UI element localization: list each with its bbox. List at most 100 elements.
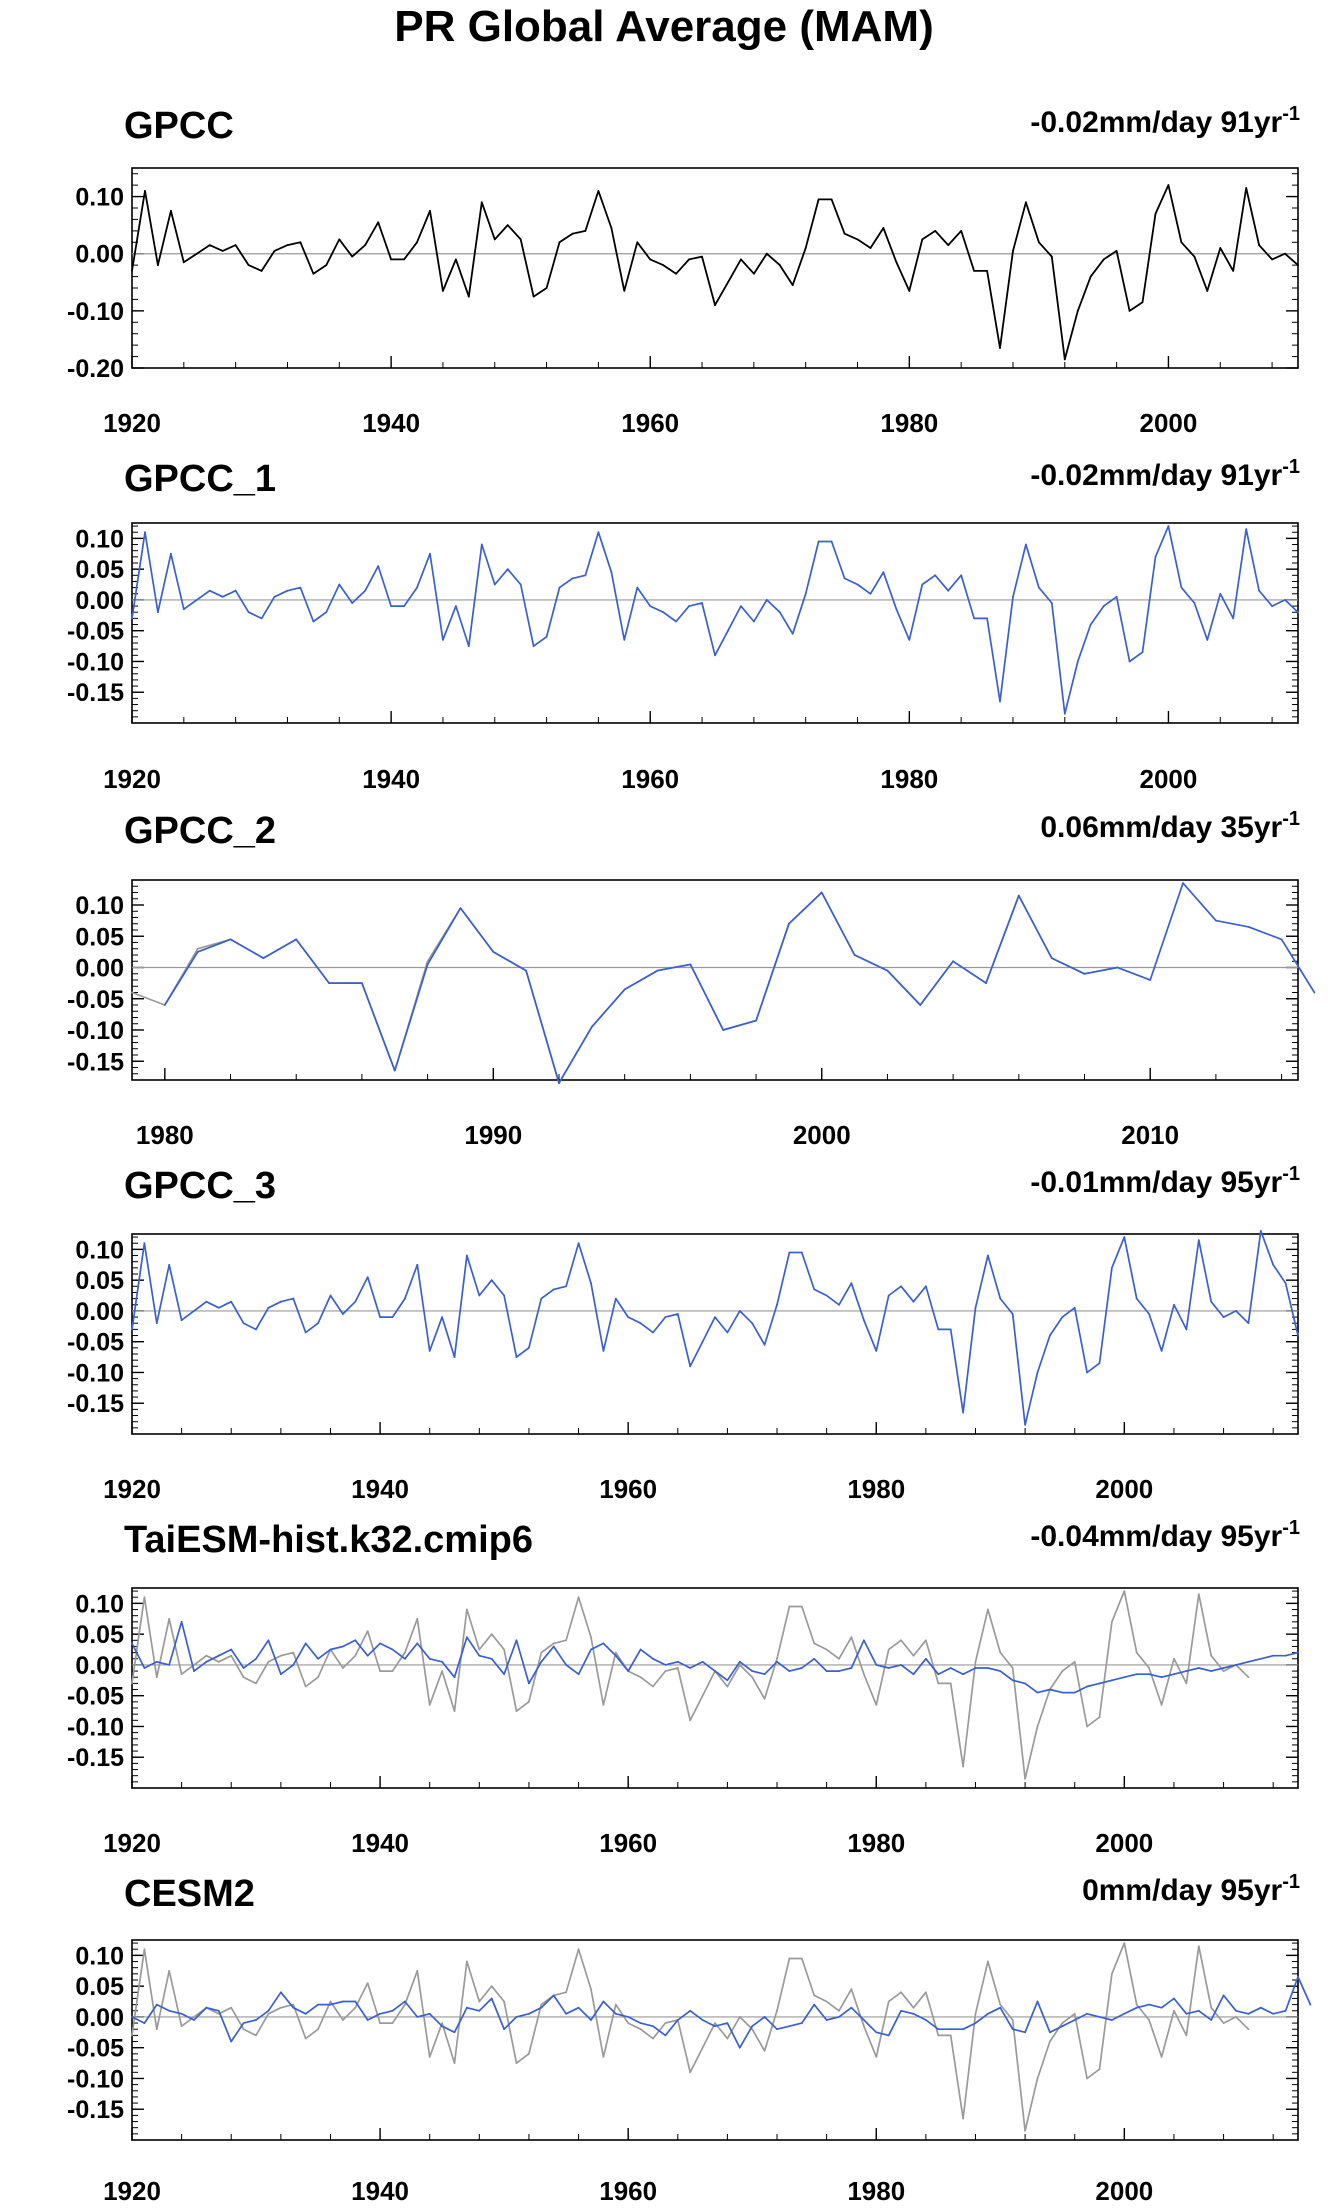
data-point (1135, 2006, 1138, 2009)
data-point (168, 1664, 171, 1666)
data-point (292, 2003, 295, 2006)
data-point (778, 264, 781, 266)
data-point (664, 2022, 667, 2024)
data-point (230, 2006, 233, 2009)
data-point (1235, 2016, 1237, 2018)
data-point (466, 1960, 468, 1963)
data-point (426, 963, 429, 966)
x-tick-label: 1960 (599, 1474, 657, 1504)
y-tick-label: 0.00 (75, 587, 124, 615)
trend-value: -0.04mm/day 95yr (1030, 1520, 1282, 1553)
data-point (1297, 264, 1299, 266)
data-point (453, 2062, 456, 2065)
data-point (800, 1667, 803, 1669)
data-point (1049, 2040, 1051, 2043)
data-point (602, 2000, 605, 2003)
data-point (342, 1313, 344, 1315)
data-point (525, 969, 527, 972)
y-tick-label: 0.10 (75, 1590, 124, 1618)
data-point (763, 1697, 766, 1700)
data-point (627, 2016, 630, 2018)
data-point (800, 1605, 803, 1608)
data-point (584, 230, 587, 232)
y-tick-label: 0.05 (75, 556, 124, 584)
data-point (391, 2009, 394, 2012)
data-point (1284, 2009, 1287, 2012)
data-point (1089, 623, 1092, 626)
data-point (1135, 1297, 1138, 1300)
data-point (577, 1242, 580, 1245)
data-point (1038, 586, 1040, 589)
data-point (838, 1657, 840, 1660)
data-point (934, 230, 937, 232)
data-point (590, 1026, 593, 1028)
data-point (478, 2000, 481, 2003)
data-point (1167, 525, 1170, 527)
data-point (755, 1019, 757, 1022)
data-point (999, 2006, 1002, 2009)
x-tick-label: 1940 (362, 764, 420, 794)
data-point (701, 255, 703, 258)
data-point (540, 1297, 543, 1300)
data-point (193, 1310, 195, 1312)
data-point (590, 1636, 592, 1639)
data-point (664, 1316, 667, 1318)
y-tick-label: -0.15 (67, 1744, 124, 1772)
trend-value: 0.06mm/day 35yr (1040, 811, 1282, 844)
data-point (242, 2028, 245, 2031)
data-point (180, 1620, 183, 1623)
data-point (726, 1685, 729, 1688)
data-point (379, 2022, 381, 2024)
data-point (255, 2034, 257, 2037)
data-point (1141, 651, 1144, 654)
data-point (937, 2028, 940, 2031)
data-point (701, 2046, 704, 2049)
data-point (1259, 1657, 1262, 1660)
data-point (1024, 2031, 1026, 2034)
x-tick-label: 2000 (1095, 2176, 1153, 2206)
data-point (1173, 1673, 1175, 1676)
data-point (689, 1667, 692, 1669)
data-point (850, 1667, 853, 1669)
data-point (949, 1667, 952, 1669)
data-point (1259, 2006, 1262, 2009)
data-point (366, 1654, 369, 1657)
data-point (242, 1676, 245, 1679)
x-tick-label: 1920 (103, 764, 161, 794)
data-point (776, 1657, 778, 1660)
data-point (208, 244, 211, 247)
chart-panel-2: GPCC_1 -0.02mm/day 91yr-1 0.10 0.05 0.00 -0.0… (67, 456, 1300, 794)
data-point (688, 605, 690, 607)
data-point (701, 1694, 704, 1697)
data-point (1011, 1679, 1014, 1682)
data-point (366, 1276, 369, 1278)
y-tick-label: -0.10 (67, 298, 124, 326)
series-line-model (131, 1976, 1312, 2049)
data-point (1036, 1691, 1039, 1694)
data-point (675, 272, 677, 275)
data-point (1185, 1682, 1188, 1685)
data-point (590, 1282, 592, 1285)
data-point (639, 1648, 642, 1651)
data-point (838, 2016, 840, 2018)
x-tick-label: 2000 (1140, 764, 1198, 794)
data-point (753, 272, 755, 275)
data-point (453, 2031, 456, 2034)
data-point (217, 1654, 220, 1657)
data-point (1280, 938, 1283, 941)
data-point (515, 2062, 518, 2065)
data-point (540, 2006, 543, 2009)
data-point (900, 2009, 902, 2012)
data-point (221, 595, 224, 598)
data-point (416, 241, 418, 244)
data-point (1111, 1266, 1113, 1269)
data-point (788, 1251, 791, 1254)
data-point (1025, 543, 1027, 546)
y-tick-label: 0.05 (75, 1267, 124, 1295)
y-tick-label: -0.15 (67, 1390, 124, 1418)
data-point (1160, 1350, 1163, 1352)
data-point (662, 611, 665, 614)
data-point (1160, 1676, 1163, 1679)
data-point (788, 1605, 791, 1608)
data-point (590, 1648, 592, 1651)
